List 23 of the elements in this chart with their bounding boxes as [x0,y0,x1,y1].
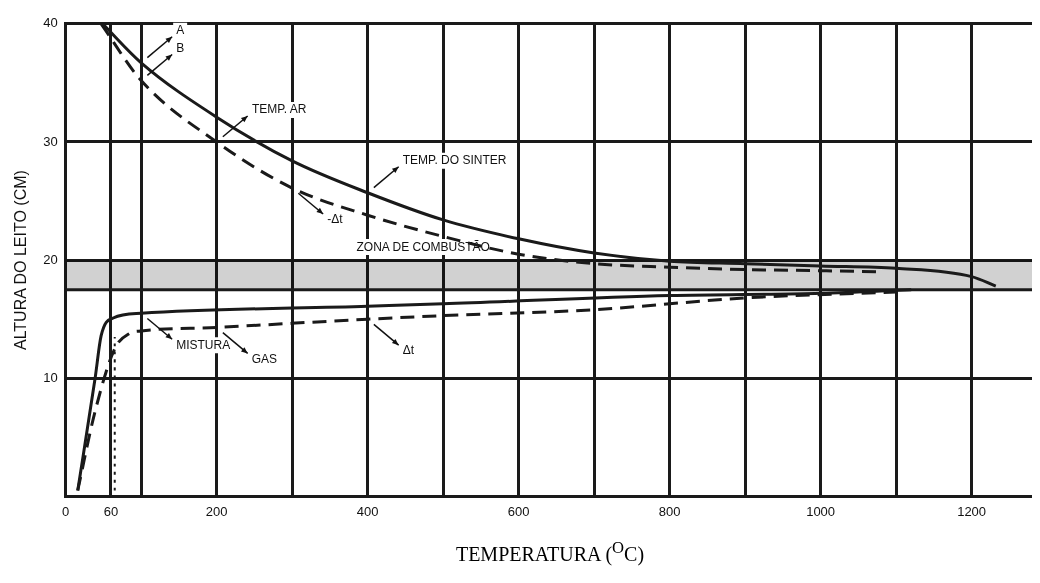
annotation: MISTURA [176,337,231,352]
y-tick-label: 10 [43,369,58,385]
y-tick-label: 30 [43,133,58,149]
x-tick-label: 800 [658,503,681,519]
x-tick-label: 0 [62,503,70,519]
y-tick-label: 20 [43,251,58,267]
x-tick-label: 1200 [957,503,987,519]
x-tick-label: 200 [205,503,228,519]
x-tick-label: 1000 [806,503,836,519]
annotation: Δt [402,343,415,358]
band-label: ZONA DE COMBUSTÃO [356,240,490,255]
annotation: TEMP. DO SINTER [402,153,507,168]
annotation: TEMP. AR [251,102,307,117]
x-tick-label: 400 [356,503,379,519]
x-tick-label: 600 [507,503,530,519]
annotation: -Δt [327,212,344,227]
y-axis-title: ALTURA DO LEITO (CM) [12,170,30,351]
y-tick-label: 40 [43,15,58,31]
x-tick-label: 60 [103,503,119,519]
annotation: B [176,40,185,55]
annotation: A [176,23,185,38]
annotation: GAS [251,351,277,366]
x-axis-title: TEMPERATURA ($^{O}$C) [454,538,646,566]
